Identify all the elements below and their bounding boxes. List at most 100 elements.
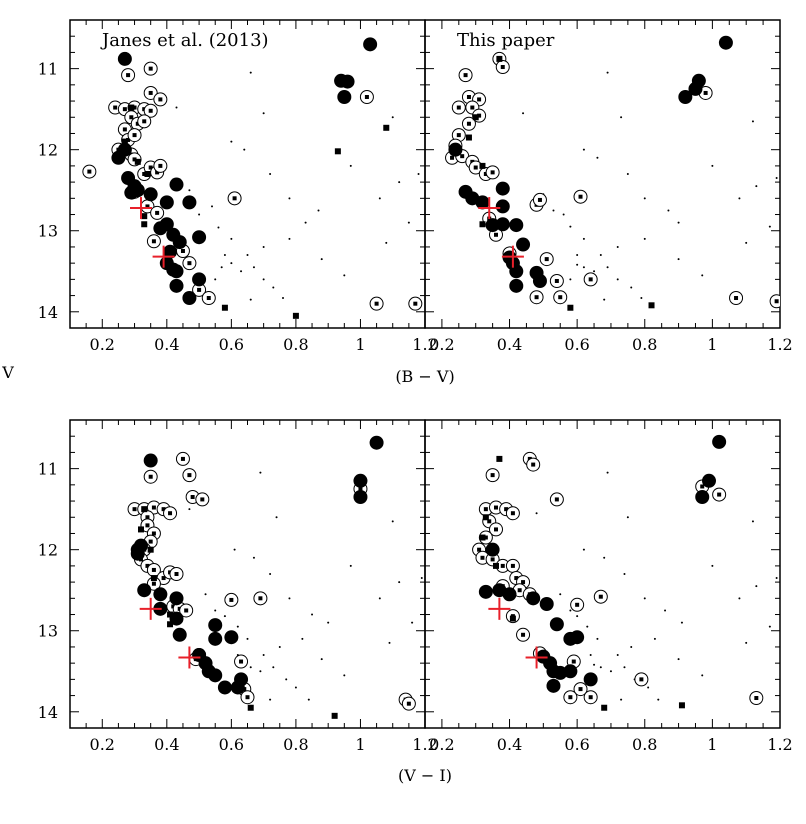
dot-point (175, 106, 178, 109)
dot-point (569, 278, 572, 281)
square-point (167, 621, 174, 628)
dot-point (320, 658, 323, 661)
plot-frame (424, 419, 781, 729)
dot-point (217, 226, 220, 229)
dot-point (252, 556, 255, 559)
dot-point (664, 609, 667, 612)
dot-point (653, 637, 656, 640)
dot-point (576, 263, 579, 266)
filled-point (718, 35, 733, 50)
x-tick-label: 0.6 (219, 335, 244, 354)
dot-point (745, 241, 748, 244)
dot-point (576, 254, 579, 257)
dot-point (677, 258, 680, 261)
filled-point (495, 181, 510, 196)
open-point-center (229, 597, 234, 602)
dot-point (349, 564, 352, 567)
dot-point (586, 625, 589, 628)
filled-point (549, 617, 564, 632)
filled-point (159, 195, 174, 210)
square-point (383, 124, 390, 131)
square-point (648, 302, 655, 309)
open-point-center (466, 121, 471, 126)
dot-point (667, 209, 670, 212)
x-tick-label: 0.2 (429, 335, 454, 354)
dot-point (643, 237, 646, 240)
square-point (678, 702, 685, 709)
y-tick-label: 14 (38, 703, 58, 722)
filled-point (539, 596, 554, 611)
open-point-center (132, 507, 137, 512)
square-point (496, 455, 503, 462)
dot-point (768, 625, 771, 628)
dot-point (606, 471, 609, 474)
square-point (465, 134, 472, 141)
x-tick-label: 1.2 (412, 735, 437, 754)
dot-point (230, 140, 233, 143)
open-point-center (514, 576, 519, 581)
square-point (331, 712, 338, 719)
x-tick-label: 0.8 (283, 335, 308, 354)
open-point-center (534, 295, 539, 300)
open-point-center (148, 165, 153, 170)
dot-point (711, 164, 714, 167)
x-tick-label: 1 (355, 335, 365, 354)
square-point (147, 546, 154, 553)
dot-point (417, 173, 420, 175)
square-point (128, 104, 135, 111)
dot-point (562, 213, 565, 216)
open-point-center (148, 66, 153, 71)
filled-point (169, 611, 184, 626)
square-point (472, 114, 479, 121)
y-tick-label: 12 (38, 541, 58, 560)
filled-point (532, 273, 547, 288)
dot-point (751, 120, 754, 123)
open-point-center (174, 572, 179, 576)
open-point-center (187, 473, 192, 478)
open-point-center (571, 659, 576, 664)
plot-frame (424, 19, 781, 329)
y-tick-label: 14 (38, 303, 58, 322)
x-tick-label: 1.2 (767, 335, 792, 354)
open-point-center (588, 277, 593, 282)
dot-point (311, 613, 314, 616)
open-point-center (206, 296, 211, 301)
filled-point (495, 199, 510, 214)
open-point-center (463, 73, 468, 78)
dot-point (609, 670, 612, 673)
filled-point (172, 235, 187, 250)
dot-point (188, 508, 191, 511)
square-point (221, 304, 228, 311)
square-point (150, 575, 157, 582)
dot-point (288, 237, 291, 240)
filled-point (208, 618, 223, 633)
filled-point (475, 195, 490, 210)
open-point-center (568, 695, 573, 700)
square-point (479, 534, 486, 541)
dot-point (552, 209, 555, 212)
y-tick-label: 13 (38, 622, 58, 641)
dot-point (606, 71, 609, 74)
dot-point (603, 556, 606, 559)
dot-point (589, 654, 592, 657)
dot-point (198, 213, 201, 216)
open-point-center (406, 701, 411, 706)
filled-point (485, 542, 500, 557)
open-point-center (364, 95, 369, 99)
dot-point (282, 297, 284, 300)
filled-point (111, 150, 126, 165)
square-point (167, 611, 174, 618)
x-tick-label: 0.2 (429, 735, 454, 754)
dot-point (391, 116, 394, 119)
filled-point (353, 490, 368, 504)
square-point (292, 312, 299, 319)
open-point-center (145, 204, 150, 209)
open-point-center (477, 97, 482, 102)
open-point-center (151, 581, 156, 586)
dot-point (569, 609, 572, 612)
dot-point (349, 164, 352, 167)
dot-point (288, 597, 291, 600)
open-point-center (87, 169, 92, 174)
open-point-center (122, 107, 127, 112)
